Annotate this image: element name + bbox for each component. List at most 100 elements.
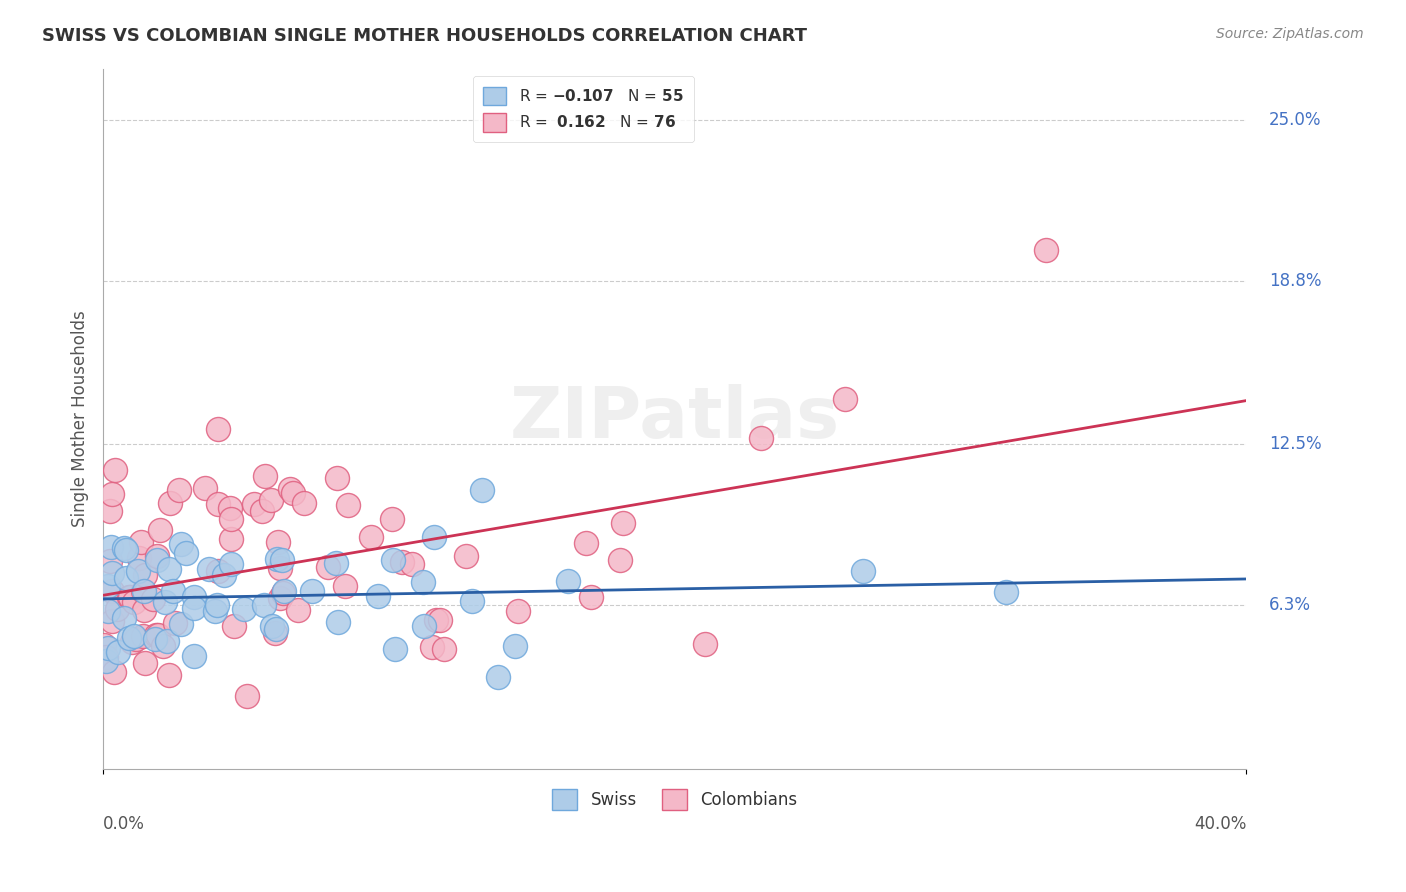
Legend: Swiss, Colombians: Swiss, Colombians: [546, 782, 804, 816]
Point: [148, 628, 170, 642]
Point: [486, 670, 509, 684]
Point: [253, 599, 276, 613]
Point: [129, 535, 152, 549]
Point: [207, 564, 229, 578]
Point: [263, 625, 285, 640]
Point: [557, 574, 579, 588]
Point: [269, 561, 291, 575]
Point: [107, 645, 129, 659]
Point: [381, 553, 404, 567]
Point: [128, 550, 150, 565]
Point: [115, 571, 138, 585]
Point: [219, 532, 242, 546]
Point: [693, 637, 716, 651]
Point: [222, 619, 245, 633]
Point: [423, 530, 446, 544]
Text: 40.0%: 40.0%: [1194, 815, 1246, 833]
Point: [97, 640, 120, 655]
Point: [301, 583, 323, 598]
Point: [250, 504, 273, 518]
Point: [134, 584, 156, 599]
Point: [198, 562, 221, 576]
Point: [112, 541, 135, 555]
Point: [461, 594, 484, 608]
Point: [1035, 243, 1057, 257]
Point: [609, 553, 631, 567]
Point: [243, 497, 266, 511]
Point: [93, 639, 115, 653]
Text: ZIPatlas: ZIPatlas: [509, 384, 839, 453]
Point: [205, 598, 228, 612]
Point: [152, 639, 174, 653]
Point: [98, 504, 121, 518]
Point: [212, 567, 235, 582]
Point: [163, 615, 186, 630]
Point: [219, 501, 242, 516]
Point: [425, 613, 447, 627]
Text: SWISS VS COLOMBIAN SINGLE MOTHER HOUSEHOLDS CORRELATION CHART: SWISS VS COLOMBIAN SINGLE MOTHER HOUSEHO…: [42, 27, 807, 45]
Point: [157, 562, 180, 576]
Point: [145, 549, 167, 564]
Text: 12.5%: 12.5%: [1270, 435, 1322, 453]
Point: [269, 591, 291, 605]
Point: [118, 590, 141, 604]
Point: [153, 595, 176, 609]
Point: [117, 632, 139, 646]
Point: [100, 614, 122, 628]
Point: [292, 496, 315, 510]
Point: [579, 590, 602, 604]
Point: [266, 552, 288, 566]
Point: [612, 516, 634, 530]
Point: [367, 589, 389, 603]
Point: [207, 421, 229, 435]
Point: [326, 615, 349, 630]
Point: [103, 665, 125, 680]
Point: [575, 536, 598, 550]
Point: [260, 619, 283, 633]
Point: [253, 469, 276, 483]
Point: [183, 601, 205, 615]
Point: [273, 584, 295, 599]
Point: [121, 635, 143, 649]
Point: [143, 632, 166, 647]
Point: [420, 640, 443, 654]
Point: [508, 604, 530, 618]
Point: [219, 557, 242, 571]
Point: [183, 591, 205, 605]
Point: [325, 471, 347, 485]
Point: [270, 553, 292, 567]
Point: [162, 584, 184, 599]
Point: [145, 628, 167, 642]
Point: [278, 482, 301, 496]
Point: [325, 556, 347, 570]
Point: [155, 633, 177, 648]
Point: [112, 611, 135, 625]
Point: [122, 629, 145, 643]
Point: [207, 497, 229, 511]
Point: [401, 558, 423, 572]
Point: [183, 649, 205, 664]
Point: [100, 541, 122, 555]
Point: [120, 590, 142, 604]
Point: [273, 586, 295, 600]
Point: [335, 579, 357, 593]
Point: [429, 613, 451, 627]
Point: [232, 601, 254, 615]
Point: [235, 689, 257, 703]
Point: [194, 481, 217, 495]
Point: [360, 530, 382, 544]
Point: [101, 566, 124, 580]
Text: 6.3%: 6.3%: [1270, 596, 1312, 615]
Point: [412, 619, 434, 633]
Text: Source: ZipAtlas.com: Source: ZipAtlas.com: [1216, 27, 1364, 41]
Point: [336, 498, 359, 512]
Point: [454, 549, 477, 563]
Point: [167, 483, 190, 497]
Point: [174, 546, 197, 560]
Point: [134, 657, 156, 671]
Point: [142, 592, 165, 607]
Point: [381, 512, 404, 526]
Point: [281, 485, 304, 500]
Point: [94, 650, 117, 665]
Point: [170, 616, 193, 631]
